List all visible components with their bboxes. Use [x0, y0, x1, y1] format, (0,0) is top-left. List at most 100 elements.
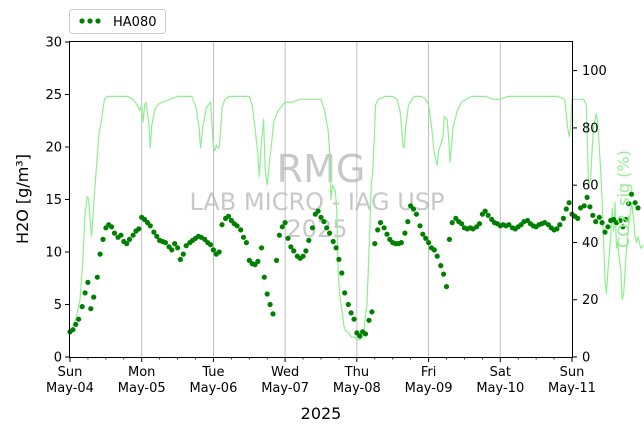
legend-label-ha080: HA080 — [113, 15, 156, 30]
x-tick-day: Sun — [560, 365, 585, 380]
left-y-axis: 0 5 10 15 20 25 30 — [45, 36, 70, 366]
h2o-point — [243, 240, 249, 246]
h2o-point — [362, 331, 369, 337]
h2o-point — [151, 229, 157, 235]
h2o-point — [459, 221, 465, 227]
h2o-point — [560, 215, 567, 221]
x-axis-title: 2025 — [301, 404, 342, 423]
h2o-point — [398, 240, 404, 246]
h2o-point — [315, 208, 321, 214]
h2o-point — [330, 238, 336, 245]
h2o-point — [443, 284, 450, 290]
h2o-point — [318, 214, 324, 220]
h2o-point — [417, 223, 423, 229]
h2o-point — [327, 230, 333, 236]
h2o-point — [423, 235, 429, 241]
h2o-point — [70, 327, 76, 333]
h2o-point — [441, 271, 447, 277]
h2o-point — [136, 226, 142, 232]
h2o-point — [300, 253, 306, 259]
x-tick-day: Mon — [128, 365, 155, 380]
h2o-point — [225, 213, 232, 219]
h2o-point — [279, 224, 285, 230]
left-y-tick-label: 5 — [54, 298, 62, 313]
watermark-year: 2025 — [286, 215, 347, 243]
h2o-point — [333, 245, 339, 251]
h2o-point — [126, 236, 133, 242]
left-y-tick-label: 30 — [45, 36, 62, 51]
h2o-point — [183, 243, 189, 249]
left-y-tick-label: 25 — [45, 88, 62, 103]
x-axis: SunMay-04MonMay-05TueMay-06WedMay-07ThuM… — [46, 357, 596, 396]
h2o-point — [82, 290, 88, 296]
h2o-point — [291, 248, 297, 254]
right-y-tick-label: 40 — [582, 236, 599, 251]
h2o-point — [240, 234, 247, 240]
h2o-point — [372, 241, 378, 247]
h2o-point — [154, 233, 160, 239]
left-y-tick-label: 0 — [54, 351, 62, 366]
x-tick-date: May-07 — [261, 381, 309, 396]
h2o-point — [91, 294, 97, 300]
h2o-point — [309, 225, 315, 231]
h2o-point — [581, 203, 587, 209]
h2o-point — [476, 221, 483, 227]
legend-box — [69, 9, 166, 34]
h2o-point — [324, 225, 330, 231]
h2o-point — [238, 227, 244, 233]
h2o-point — [384, 231, 390, 237]
h2o-point — [208, 242, 214, 248]
h2o-point — [162, 240, 168, 246]
right-y-tick-label: 0 — [582, 351, 590, 366]
h2o-point — [375, 227, 381, 233]
h2o-point — [434, 253, 440, 259]
right-y-axis-title: CO2_sig (%) — [614, 150, 634, 248]
x-tick-day: Thu — [344, 365, 369, 380]
left-y-axis-title: H2O [g/m³] — [13, 154, 32, 244]
x-tick-date: May-11 — [548, 381, 596, 396]
h2o-point — [575, 215, 581, 221]
x-tick-date: May-09 — [405, 381, 453, 396]
h2o-point — [285, 235, 291, 241]
h2o-point — [506, 222, 512, 228]
h2o-point — [258, 245, 265, 251]
h2o-point — [632, 200, 638, 206]
h2o-point — [273, 257, 280, 263]
left-y-tick-label: 15 — [45, 193, 62, 208]
h2o-point — [590, 212, 596, 218]
h2o-point — [264, 291, 270, 297]
h2o-point — [255, 258, 261, 264]
h2o-point — [288, 244, 294, 250]
h2o-point — [111, 230, 118, 236]
legend-marker — [79, 18, 101, 24]
h2o-point — [339, 270, 345, 276]
h2o-point — [118, 232, 124, 238]
right-y-tick-label: 20 — [582, 293, 599, 308]
h2o-point — [377, 220, 384, 226]
h2o-point — [261, 274, 267, 280]
x-tick-day: Tue — [201, 365, 224, 380]
h2o-point — [485, 212, 491, 218]
x-tick-date: May-04 — [46, 381, 94, 396]
x-tick-date: May-08 — [333, 381, 381, 396]
x-tick-day: Sat — [490, 365, 511, 380]
watermark: RMG LAB MICRO - IAG USP 2025 — [189, 147, 444, 243]
h2o-point — [593, 219, 599, 225]
h2o-point — [557, 222, 563, 228]
h2o-point — [130, 232, 136, 238]
h2o-point — [109, 224, 115, 230]
right-y-tick-label: 80 — [582, 121, 599, 136]
h2o-point — [620, 224, 626, 230]
h2o-point — [602, 229, 608, 235]
h2o-point — [76, 316, 82, 322]
h2o-point — [554, 226, 560, 232]
h2o-point — [617, 217, 623, 224]
x-tick-date: May-05 — [118, 381, 166, 396]
h2o-point — [270, 311, 276, 317]
left-y-tick-label: 20 — [45, 141, 62, 156]
h2o-point — [234, 223, 240, 229]
legend: HA080 — [69, 9, 166, 34]
h2o-point — [366, 317, 372, 323]
h2o-point — [345, 301, 351, 308]
h2o-point — [623, 216, 629, 223]
